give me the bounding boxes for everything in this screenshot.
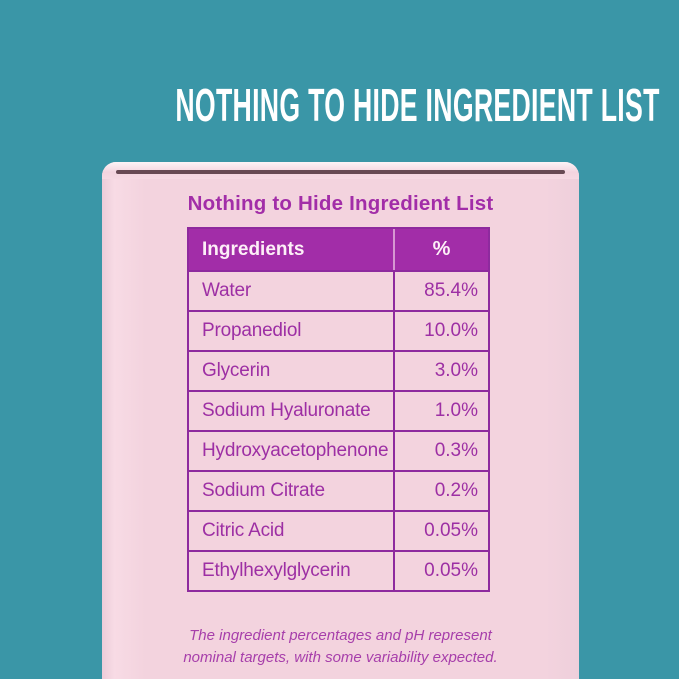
ingredient-percent-cell: 0.2% xyxy=(393,472,488,510)
ingredient-name-cell: Water xyxy=(202,280,251,301)
ingredient-percent-cell: 0.05% xyxy=(393,552,488,590)
footnote-line-2: nominal targets, with some variability e… xyxy=(183,648,498,666)
ingredient-rows: Water 85.4% Propanediol 10.0% Glycerin 3… xyxy=(189,270,488,590)
ingredient-percent-cell: 10.0% xyxy=(393,312,488,350)
ingredient-name-cell: Glycerin xyxy=(202,360,271,381)
box-lid-seam xyxy=(116,170,565,174)
ingredient-name-cell: Sodium Citrate xyxy=(202,480,325,501)
page-title: NOTHING TO HIDE INGREDIENT LIST xyxy=(0,82,679,128)
ingredient-percent-cell: 0.05% xyxy=(393,512,488,550)
ingredient-name-cell: Citric Acid xyxy=(202,520,285,541)
table-row: Hydroxyacetophenone 0.3% xyxy=(189,430,488,470)
table-header-row: Ingredients % xyxy=(189,229,488,270)
product-box: Nothing to Hide Ingredient List Ingredie… xyxy=(102,162,579,679)
column-header-ingredients: Ingredients xyxy=(202,238,305,260)
ingredient-percent-cell: 0.3% xyxy=(393,432,488,470)
column-header-percent: % xyxy=(393,229,488,270)
table-row: Propanediol 10.0% xyxy=(189,310,488,350)
ingredient-percent-cell: 1.0% xyxy=(393,392,488,430)
box-lid-edge xyxy=(102,162,579,179)
ingredient-table: Ingredients % Water 85.4% Propanediol 10… xyxy=(187,227,490,592)
ingredient-name-cell: Propanediol xyxy=(202,320,302,341)
ingredient-percent-cell: 85.4% xyxy=(393,272,488,310)
ingredient-name-cell: Ethylhexylglycerin xyxy=(202,560,351,581)
ingredient-percent-cell: 3.0% xyxy=(393,352,488,390)
table-row: Sodium Hyaluronate 1.0% xyxy=(189,390,488,430)
table-row: Ethylhexylglycerin 0.05% xyxy=(189,550,488,590)
table-row: Sodium Citrate 0.2% xyxy=(189,470,488,510)
table-row: Citric Acid 0.05% xyxy=(189,510,488,550)
ingredient-name-cell: Sodium Hyaluronate xyxy=(202,400,371,421)
table-row: Water 85.4% xyxy=(189,270,488,310)
footnote-line-1: The ingredient percentages and pH repres… xyxy=(189,627,492,644)
table-row: Glycerin 3.0% xyxy=(189,350,488,390)
ingredient-list-title: Nothing to Hide Ingredient List xyxy=(187,192,494,215)
footnote: The ingredient percentages and pH repres… xyxy=(102,625,579,668)
page-title-text: NOTHING TO HIDE INGREDIENT LIST xyxy=(175,79,660,131)
ingredient-name-cell: Hydroxyacetophenone xyxy=(202,440,389,461)
